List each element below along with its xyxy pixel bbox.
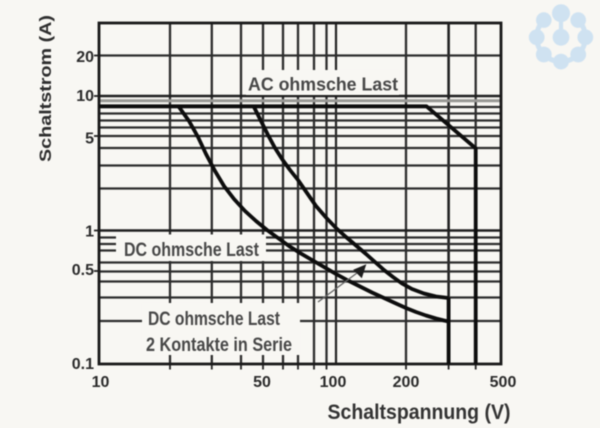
svg-text:1: 1 <box>85 224 94 241</box>
svg-text:0.5: 0.5 <box>72 262 94 279</box>
svg-text:0.1: 0.1 <box>72 356 94 373</box>
svg-text:100: 100 <box>320 374 347 391</box>
svg-text:200: 200 <box>393 374 420 391</box>
svg-text:50: 50 <box>253 374 271 391</box>
svg-text:AC ohmsche Last: AC ohmsche Last <box>248 74 398 95</box>
svg-text:20: 20 <box>76 49 94 66</box>
svg-text:2 Kontakte in Serie: 2 Kontakte in Serie <box>146 335 292 356</box>
svg-text:10: 10 <box>76 88 94 105</box>
svg-text:500: 500 <box>490 374 517 391</box>
svg-text:10: 10 <box>92 374 110 391</box>
svg-text:DC ohmsche Last: DC ohmsche Last <box>124 239 259 261</box>
svg-text:Schaltspannung (V): Schaltspannung (V) <box>328 401 511 424</box>
svg-text:5: 5 <box>85 131 94 148</box>
svg-text:DC ohmsche Last: DC ohmsche Last <box>148 309 281 330</box>
svg-text:Schaltstrom (A): Schaltstrom (A) <box>36 15 55 162</box>
